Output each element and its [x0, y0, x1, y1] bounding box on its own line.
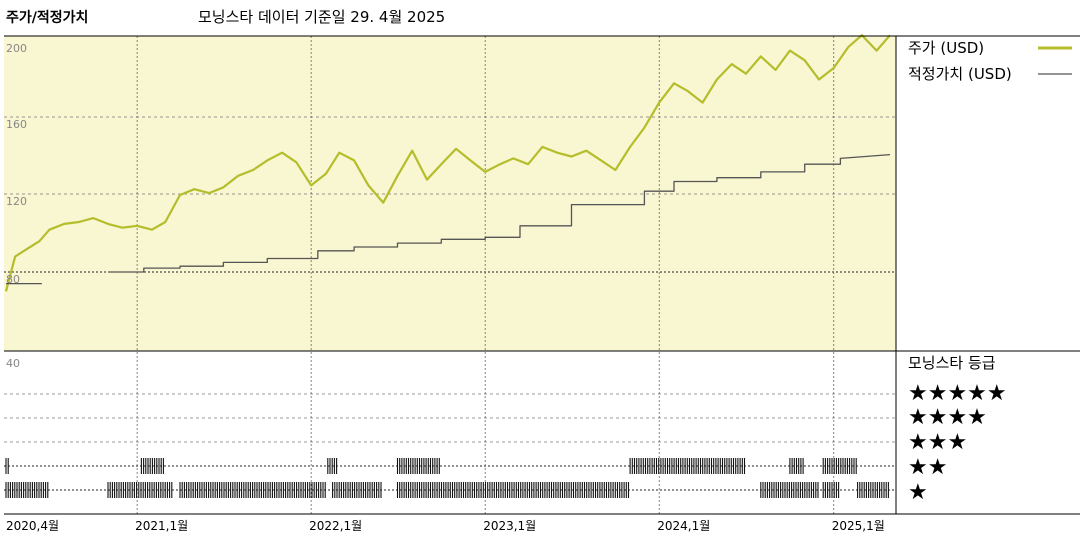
fair-value-series-line [6, 153, 891, 285]
rating-5-stars: ★★★★★ [908, 381, 1007, 406]
series-layer [4, 34, 891, 292]
x-tick-label: 2025,1월 [832, 519, 885, 533]
rating-period-2-star [629, 458, 746, 474]
x-tick-label: 2022,1월 [309, 519, 362, 533]
legend-fair-value-label: 적정가치 (USD) [908, 65, 1012, 83]
rating-4-stars: ★★★★ [908, 405, 987, 430]
rating-1-star: ★ [908, 480, 928, 505]
rating-period-1-star [396, 482, 630, 498]
x-tick-label: 2021,1월 [135, 519, 188, 533]
y-tick-label: 160 [6, 118, 27, 131]
price-series-line [4, 34, 891, 292]
rating-period-2-star [396, 458, 440, 474]
axis-labels: 2020,4월 2021,1월 2022,1월 2023,1월 2024,1월 2025,… [6, 42, 885, 533]
rating-period-2-star [5, 458, 9, 474]
y-tick-label: 120 [6, 195, 27, 208]
price-plot-area [4, 36, 896, 351]
rating-period-1-star [5, 482, 49, 498]
rating-period-2-star [140, 458, 164, 474]
x-tick-label: 2020,4월 [6, 519, 59, 533]
x-tick-label: 2023,1월 [483, 519, 536, 533]
rating-period-2-star [327, 458, 338, 474]
x-tick-label: 2024,1월 [657, 519, 710, 533]
rating-period-1-star [332, 482, 382, 498]
y-tick-label: 80 [6, 273, 20, 286]
rating-y-tick-label: 40 [6, 357, 20, 370]
rating-period-1-star [179, 482, 326, 498]
y-axis-label: 주가/적정가치 [6, 9, 88, 26]
y-tick-label: 200 [6, 42, 27, 55]
rating-period-1-star [107, 482, 173, 498]
rating-3-stars: ★★★ [908, 430, 967, 455]
rating-period-2-star [822, 458, 857, 474]
rating-period-1-star [760, 482, 819, 498]
rating-period-1-star [822, 482, 840, 498]
legend-price-label: 주가 (USD) [908, 39, 984, 57]
rating-period-2-star [789, 458, 804, 474]
rating-marks [5, 458, 889, 498]
rating-2-stars: ★★ [908, 455, 947, 480]
rating-legend: 모닝스타 등급 ★★★★★ ★★★★ ★★★ ★★ ★ [908, 354, 1007, 505]
rating-period-1-star [857, 482, 889, 498]
legend: 주가 (USD) 적정가치 (USD) [908, 39, 1072, 83]
chart-title: 모닝스타 데이터 기준일 29. 4월 2025 [198, 8, 445, 26]
rating-title: 모닝스타 등급 [908, 354, 996, 372]
